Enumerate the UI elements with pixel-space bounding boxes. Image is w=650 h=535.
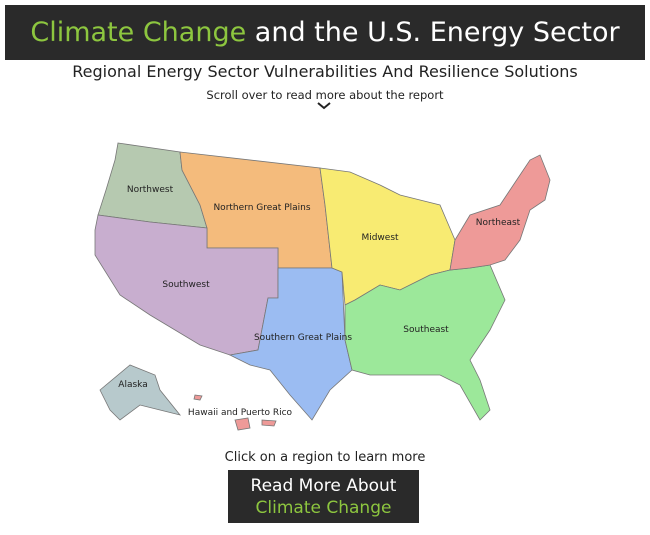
region[interactable] (234, 417, 251, 431)
region-label: Southwest (162, 280, 210, 290)
region[interactable] (99, 364, 182, 421)
title-highlight: Climate Change (30, 17, 247, 48)
region[interactable] (193, 394, 203, 401)
scroll-hint: Scroll over to read more about the repor… (206, 88, 444, 102)
subtitle: Regional Energy Sector Vulnerabilities A… (72, 62, 578, 81)
button-text: Read More About (250, 476, 397, 496)
button-text: Climate Change (255, 498, 392, 518)
region-label: Northeast (476, 218, 521, 228)
region-label: Northern Great Plains (213, 203, 310, 213)
region[interactable] (261, 419, 277, 427)
region[interactable] (344, 264, 506, 421)
region-label: Midwest (361, 233, 399, 243)
region-label: Southeast (403, 325, 449, 335)
map: Northwest Northern Great Plains Southwes… (94, 102, 551, 431)
title: and the U.S. Energy Sector (254, 17, 620, 48)
region[interactable] (449, 154, 551, 271)
region[interactable] (228, 267, 353, 421)
region-label: Hawaii and Puerto Rico (188, 408, 293, 418)
chevron (317, 102, 331, 110)
header: Climate Change and the U.S. Energy Secto… (5, 5, 645, 60)
instruction: Click on a region to learn more (224, 450, 426, 465)
read-more-button[interactable]: Read More About Climate Change (228, 470, 419, 523)
region-label: Alaska (118, 380, 147, 390)
region-label: Northwest (127, 185, 174, 195)
region-label: Southern Great Plains (254, 333, 352, 343)
